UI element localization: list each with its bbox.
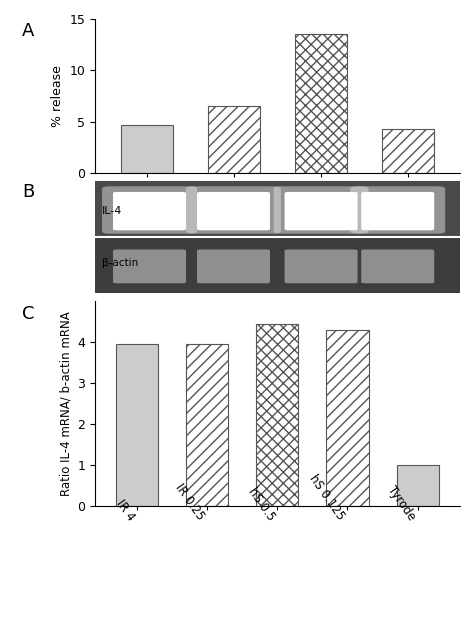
Bar	[208, 106, 260, 173]
Y-axis label: % release: % release	[51, 65, 64, 127]
FancyBboxPatch shape	[284, 249, 357, 284]
FancyBboxPatch shape	[186, 186, 281, 234]
Bar	[397, 465, 439, 506]
Bar	[256, 324, 298, 506]
Bar	[121, 125, 173, 173]
Bar	[327, 330, 369, 506]
FancyBboxPatch shape	[361, 192, 434, 230]
FancyBboxPatch shape	[361, 249, 434, 284]
Bar	[95, 237, 460, 294]
Y-axis label: Ratio IL-4 mRNA/ b-actin mRNA: Ratio IL-4 mRNA/ b-actin mRNA	[60, 311, 73, 496]
Text: B: B	[22, 183, 34, 201]
Bar	[382, 128, 434, 173]
Text: C: C	[22, 305, 34, 323]
Text: β-actin: β-actin	[102, 258, 138, 268]
FancyBboxPatch shape	[273, 186, 368, 234]
FancyBboxPatch shape	[350, 186, 445, 234]
Bar	[186, 344, 228, 506]
FancyBboxPatch shape	[197, 249, 270, 284]
FancyBboxPatch shape	[102, 186, 197, 234]
FancyBboxPatch shape	[197, 192, 270, 230]
Bar	[295, 34, 347, 173]
FancyBboxPatch shape	[284, 192, 357, 230]
FancyBboxPatch shape	[113, 249, 186, 284]
Text: IL-4: IL-4	[102, 206, 122, 216]
Text: A: A	[22, 22, 34, 40]
Bar	[95, 180, 460, 237]
FancyBboxPatch shape	[113, 192, 186, 230]
Bar	[116, 344, 158, 506]
